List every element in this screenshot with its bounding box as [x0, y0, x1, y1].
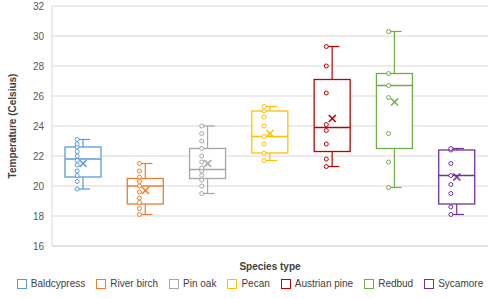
html-text:Sycamore: Sycamore: [438, 278, 484, 289]
svg-text:32: 32: [33, 1, 45, 12]
html-text:Pin oak: Pin oak: [183, 278, 217, 289]
html-text:Baldcypress: Baldcypress: [30, 278, 86, 289]
svg-text:20: 20: [33, 181, 45, 192]
svg-text:22: 22: [33, 151, 45, 162]
svg-text:18: 18: [33, 211, 45, 222]
svg-text:24: 24: [33, 121, 45, 132]
svg-text:Temperature (Celsius): Temperature (Celsius): [8, 74, 18, 179]
svg-text:28: 28: [33, 61, 45, 72]
svg-text:26: 26: [33, 91, 45, 102]
html-text:Pecan: Pecan: [241, 278, 270, 289]
svg-text:Species type: Species type: [239, 261, 301, 272]
svg-text:30: 30: [33, 31, 45, 42]
html-text:River birch: River birch: [110, 278, 159, 289]
svg-text:16: 16: [33, 241, 45, 252]
html-text:Austrian pine: Austrian pine: [294, 278, 354, 289]
html-text:Redbud: Redbud: [378, 278, 414, 289]
